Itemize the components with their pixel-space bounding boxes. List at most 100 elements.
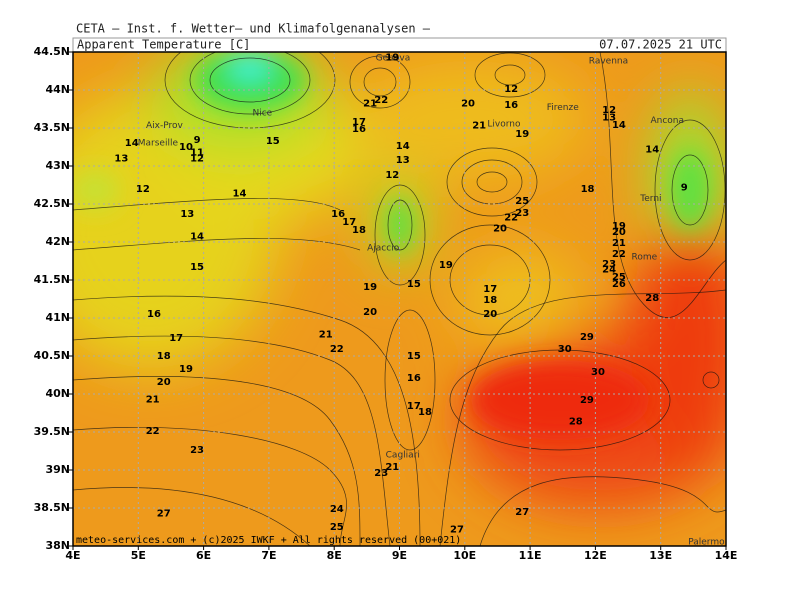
- y-tick-label: 41.5N: [34, 273, 70, 286]
- contour-label: 18: [157, 351, 171, 362]
- contour-label: 16: [331, 209, 345, 220]
- contour-label: 18: [483, 295, 497, 306]
- contour-label: 23: [602, 259, 616, 270]
- contour-label: 28: [645, 293, 659, 304]
- y-tick-label: 43N: [45, 159, 70, 172]
- contour-label: 27: [450, 524, 464, 535]
- contour-label: 29: [580, 332, 594, 343]
- contour-label: 13: [396, 155, 410, 166]
- contour-label: 15: [190, 262, 204, 273]
- y-tick-label: 44N: [45, 83, 70, 96]
- contour-label: 19: [612, 221, 626, 232]
- institute: CETA — Inst. f. Wetter— und Klimafolgena…: [76, 22, 431, 36]
- x-tick-label: 13E: [649, 549, 672, 562]
- contour-label: 15: [266, 136, 280, 147]
- city-label: Palermo: [688, 538, 725, 548]
- contour-label: 9: [681, 182, 688, 193]
- contour-label: 14: [612, 120, 626, 131]
- contour-label: 17: [407, 401, 421, 412]
- contour-label: 13: [180, 209, 194, 220]
- x-tick-label: 5E: [131, 549, 146, 562]
- graticule: [73, 52, 726, 546]
- x-tick-label: 14E: [715, 549, 738, 562]
- city-label: Firenze: [547, 103, 579, 113]
- axes: 4E 5E 6E 7E 8E 9E 10E 11E 12E 13E 14E 38N 38.5N 39N 39…: [34, 45, 738, 562]
- contour-label: 20: [157, 377, 171, 388]
- contour-label: 17: [169, 333, 183, 344]
- footer: meteo-services.com + (c)2025 IWKF + All …: [76, 535, 461, 546]
- y-tick-label: 40N: [45, 387, 70, 400]
- contour-label: 18: [352, 225, 366, 236]
- y-tick-label: 41N: [45, 311, 70, 324]
- contour-label: 19: [385, 52, 399, 63]
- contour-label: 12: [136, 184, 150, 195]
- contour-label: 27: [515, 507, 529, 518]
- contour-label: 30: [558, 344, 572, 355]
- contour-label: 15: [407, 279, 421, 290]
- contour-label: 9: [194, 135, 201, 146]
- contour-label: 14: [190, 232, 204, 243]
- y-tick-label: 44.5N: [34, 45, 70, 58]
- contour-label: 18: [418, 407, 432, 418]
- contour-label: 25: [330, 522, 344, 533]
- contour-label: 12: [504, 84, 518, 95]
- contour-label: 25: [515, 196, 529, 207]
- contour-label: 16: [504, 100, 518, 111]
- city-label: Nice: [253, 108, 273, 118]
- x-tick-label: 7E: [261, 549, 276, 562]
- contour-label: 14: [396, 141, 410, 152]
- contour-label: 13: [114, 153, 128, 164]
- contour-label: 17: [352, 117, 366, 128]
- contour-label: 23: [190, 445, 204, 456]
- contour-label: 19: [439, 260, 453, 271]
- contour-label: 21: [363, 99, 377, 110]
- contour-label: 25: [612, 272, 626, 283]
- contour-label: 12: [190, 153, 204, 164]
- contour-label: 19: [363, 282, 377, 293]
- contour-label: 19: [179, 364, 193, 375]
- y-tick-label: 39.5N: [34, 425, 70, 438]
- contour-label: 23: [515, 208, 529, 219]
- contour-label: 18: [581, 184, 595, 195]
- contour-label: 22: [374, 95, 388, 106]
- contour-label: 28: [569, 416, 583, 427]
- contour-label: 20: [493, 223, 507, 234]
- contour-label: 20: [363, 307, 377, 318]
- contour-label: 22: [504, 213, 518, 224]
- x-tick-label: 12E: [584, 549, 607, 562]
- city-label: Terni: [639, 194, 661, 204]
- city-label: Ancona: [650, 116, 684, 126]
- contour-label: 16: [407, 373, 421, 384]
- contour-label: 16: [147, 309, 161, 320]
- contour-label: 12: [602, 105, 616, 116]
- contour-label: 27: [157, 508, 171, 519]
- contour-label: 23: [374, 468, 388, 479]
- contour-label: 16: [352, 124, 366, 135]
- contour-label: 30: [591, 367, 605, 378]
- contour-label: 17: [342, 217, 356, 228]
- x-tick-label: 4E: [65, 549, 80, 562]
- city-label: Livorno: [487, 120, 521, 130]
- x-tick-label: 10E: [453, 549, 476, 562]
- contour-label: 15: [407, 351, 421, 362]
- contour-label: 11: [190, 147, 204, 158]
- x-tick-label: 6E: [196, 549, 211, 562]
- x-tick-label: 8E: [327, 549, 342, 562]
- y-tick-label: 39N: [45, 463, 70, 476]
- contour-label: 19: [515, 129, 529, 140]
- contour-label: 14: [233, 188, 247, 199]
- map-labels: Genova Ravenna Nice Aix-Prov Marseille Firenz…: [114, 52, 725, 547]
- city-label: Aix-Prov: [146, 121, 184, 131]
- y-tick-label: 40.5N: [34, 349, 70, 362]
- y-tick-label: 43.5N: [34, 121, 70, 134]
- city-label: Ajaccio: [367, 244, 400, 254]
- contour-label: 22: [330, 344, 344, 355]
- contour-label: 29: [580, 395, 594, 406]
- contour-label: 13: [602, 112, 616, 123]
- city-label: Genova: [376, 54, 411, 64]
- map-date: 07.07.2025 21 UTC: [599, 38, 722, 52]
- contour-label: 26: [612, 279, 626, 290]
- y-tick-label: 42N: [45, 235, 70, 248]
- contour-label: 20: [483, 309, 497, 320]
